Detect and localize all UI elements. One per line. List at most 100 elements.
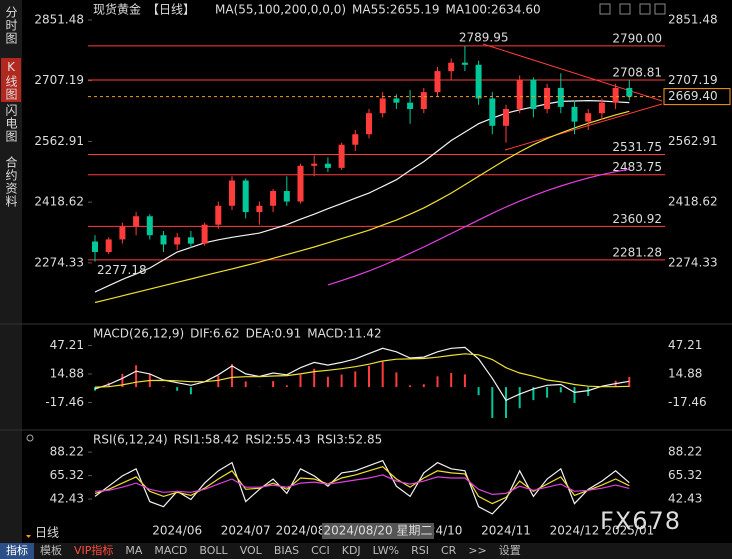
toolbar-button[interactable]: LW% bbox=[372, 544, 400, 557]
level-label: 2790.00 bbox=[612, 31, 662, 45]
macd-bar bbox=[409, 385, 412, 388]
sidebar-tab[interactable]: 合约资料 bbox=[4, 155, 18, 208]
y-tick-label: 2707.19 bbox=[34, 73, 84, 87]
macd-bar bbox=[395, 372, 398, 388]
x-tick-label: 2024/06 bbox=[152, 524, 202, 538]
rsi-line bbox=[94, 466, 630, 505]
legend-text: DEA:0.91 bbox=[246, 327, 302, 341]
candle-body bbox=[119, 226, 126, 240]
toolbar-button[interactable]: VIP指标 bbox=[74, 544, 114, 557]
legend-text: 现货黄金 bbox=[93, 2, 141, 17]
ma-line bbox=[327, 168, 630, 286]
candle-body bbox=[557, 87, 564, 107]
candle-body bbox=[324, 163, 331, 168]
panel-icon[interactable] bbox=[26, 434, 34, 442]
macd-bar bbox=[546, 387, 549, 398]
candle-body bbox=[242, 180, 249, 213]
toolbar-button[interactable]: BIAS bbox=[273, 544, 300, 557]
level-label: 2281.28 bbox=[612, 245, 662, 259]
candle-body bbox=[448, 62, 455, 72]
candle-body bbox=[133, 216, 140, 227]
candle-body bbox=[475, 64, 482, 99]
macd-bar bbox=[491, 387, 494, 418]
level-label: 2531.75 bbox=[612, 140, 662, 154]
crosshair-date: 2024/08/20 星期二 bbox=[324, 524, 433, 538]
candle-body bbox=[187, 237, 194, 244]
candle-body bbox=[297, 165, 304, 202]
y-tick-label-right: 14.88 bbox=[668, 366, 702, 380]
toolbar-button[interactable]: MACD bbox=[154, 544, 188, 557]
macd-bar bbox=[244, 381, 247, 388]
candle-body bbox=[626, 87, 633, 97]
x-tick-label: 2025/01 bbox=[604, 524, 654, 538]
last-price-box bbox=[663, 88, 731, 106]
y-tick-label: 2851.48 bbox=[34, 12, 84, 26]
toolbar-button[interactable]: MA bbox=[125, 544, 143, 557]
candle-body bbox=[516, 79, 523, 109]
crosshair-date-box bbox=[322, 523, 434, 539]
high-label: 2789.95 bbox=[459, 30, 509, 44]
x-tick-label: 2024/12 bbox=[550, 524, 600, 538]
macd-bar bbox=[272, 381, 275, 388]
window-icon[interactable] bbox=[599, 3, 611, 15]
toolbar-button[interactable]: KDJ bbox=[341, 544, 361, 557]
candle-body bbox=[461, 62, 468, 65]
candle-body bbox=[407, 102, 414, 109]
macd-bar bbox=[368, 365, 370, 388]
candle-body bbox=[420, 92, 427, 109]
candle-body bbox=[352, 134, 359, 145]
sidebar bbox=[0, 0, 22, 543]
toolbar-button[interactable]: VOL bbox=[239, 544, 262, 557]
window-icon[interactable] bbox=[619, 3, 631, 15]
legend-text: RSI(6,12,24) bbox=[93, 433, 168, 447]
toolbar-button[interactable]: 设置 bbox=[498, 544, 521, 557]
macd-bar bbox=[477, 387, 480, 396]
macd-bar bbox=[559, 387, 562, 393]
y-tick-label: 47.21 bbox=[50, 338, 84, 352]
x-tick-label: 2024/08 bbox=[276, 524, 326, 538]
period[interactable]: 日线 bbox=[35, 526, 59, 540]
sidebar-tab[interactable]: 闪电图 bbox=[4, 104, 18, 143]
toolbar-button[interactable]: 模板 bbox=[40, 544, 62, 557]
toolbar-button[interactable]: BOLL bbox=[199, 544, 228, 557]
period-icon[interactable] bbox=[26, 535, 31, 538]
sidebar-active-tab bbox=[1, 58, 21, 102]
sidebar-tab[interactable]: K线图 bbox=[4, 60, 18, 101]
y-tick-label-right: 2707.19 bbox=[668, 73, 718, 87]
window-icon[interactable] bbox=[654, 3, 666, 15]
y-tick-label: 42.43 bbox=[50, 492, 84, 506]
candle-body bbox=[215, 205, 222, 225]
candle-body bbox=[366, 113, 372, 135]
window-icon[interactable] bbox=[639, 3, 651, 15]
toolbar-button[interactable]: RSI bbox=[411, 544, 429, 557]
legend-text: RSI3:52.85 bbox=[317, 433, 383, 447]
macd-bar bbox=[135, 365, 138, 388]
y-tick-label: 2274.33 bbox=[34, 255, 84, 269]
candle-body bbox=[503, 108, 509, 126]
macd-bar bbox=[381, 361, 384, 388]
candle-body bbox=[571, 106, 578, 122]
y-tick-label: -17.46 bbox=[45, 395, 84, 409]
macd-bar bbox=[121, 373, 124, 388]
toolbar: 指标 模板 VIP指标 MA MACD BOLL VOL BIAS CCI KDJ LW% RSI CR… bbox=[0, 543, 732, 559]
legend-text: MA100:2634.60 bbox=[446, 3, 541, 17]
macd-bar bbox=[326, 376, 329, 388]
macd-line bbox=[94, 353, 630, 388]
macd-bar bbox=[422, 384, 425, 388]
toolbar-button[interactable]: CCI bbox=[311, 544, 330, 557]
level-label: 2708.81 bbox=[612, 66, 662, 80]
macd-bar bbox=[354, 371, 357, 388]
sidebar-tab[interactable]: 分时图 bbox=[4, 6, 18, 45]
candle-body bbox=[489, 98, 496, 126]
ma-line bbox=[94, 110, 630, 304]
y-tick-label: 2562.91 bbox=[34, 134, 84, 148]
toolbar-button[interactable]: CR bbox=[441, 544, 457, 557]
y-tick-label-right: -17.46 bbox=[668, 395, 707, 409]
candle-body bbox=[585, 113, 592, 122]
toolbar-button[interactable]: >> bbox=[468, 544, 487, 557]
toolbar-button[interactable]: 指标 bbox=[0, 543, 34, 559]
y-tick-label: 2418.62 bbox=[34, 195, 84, 209]
macd-bar bbox=[518, 387, 521, 409]
